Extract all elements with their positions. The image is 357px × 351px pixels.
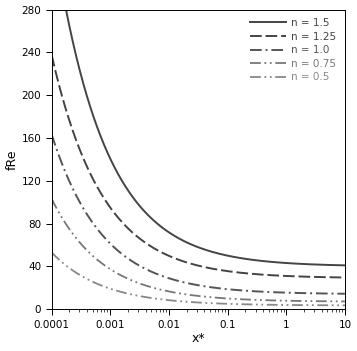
n = 1.0 [50,132,54,137]
n = 1.25 [343,276,347,280]
n = 1.5 [107,154,111,158]
n = 0.75 [97,259,102,264]
n = 1.5 [97,131,102,135]
n = 0.75 [153,286,157,290]
n = 1.0 [275,290,279,294]
n = 1.5 [251,258,256,262]
X-axis label: x*: x* [191,332,205,345]
Y-axis label: fRe: fRe [6,149,19,170]
n = 1.0 [153,271,157,276]
n = 0.75 [69,229,73,233]
n = 1.25 [50,53,54,57]
n = 1.0 [251,289,256,293]
n = 0.75 [50,197,54,201]
n = 1.25 [97,189,102,193]
n = 1.5 [275,260,279,264]
n = 0.5 [275,303,279,307]
n = 0.5 [107,286,111,290]
n = 0.5 [97,283,102,287]
n = 1.5 [153,220,157,224]
n = 0.5 [251,302,256,306]
Line: n = 0.75: n = 0.75 [52,199,345,302]
n = 1.25 [69,122,73,127]
Line: n = 1.0: n = 1.0 [52,134,345,294]
n = 1.5 [69,30,73,34]
n = 1.0 [107,240,111,244]
Line: n = 0.5: n = 0.5 [52,252,345,305]
n = 0.5 [153,297,157,301]
Line: n = 1.5: n = 1.5 [52,9,345,265]
Legend: n = 1.5, n = 1.25, n = 1.0, n = 0.75, n = 0.5: n = 1.5, n = 1.25, n = 1.0, n = 0.75, n … [247,15,340,86]
n = 1.25 [275,273,279,278]
n = 1.0 [69,182,73,186]
n = 1.25 [251,272,256,276]
n = 1.5 [50,7,54,12]
n = 0.75 [275,298,279,303]
n = 1.0 [97,230,102,234]
n = 1.0 [343,292,347,296]
n = 0.5 [50,250,54,254]
Line: n = 1.25: n = 1.25 [52,55,345,278]
n = 0.5 [343,303,347,307]
n = 0.5 [69,267,73,271]
n = 0.75 [343,299,347,304]
n = 1.25 [153,247,157,251]
n = 0.75 [107,266,111,270]
n = 1.25 [107,204,111,208]
n = 0.75 [251,298,256,302]
n = 1.5 [343,263,347,267]
